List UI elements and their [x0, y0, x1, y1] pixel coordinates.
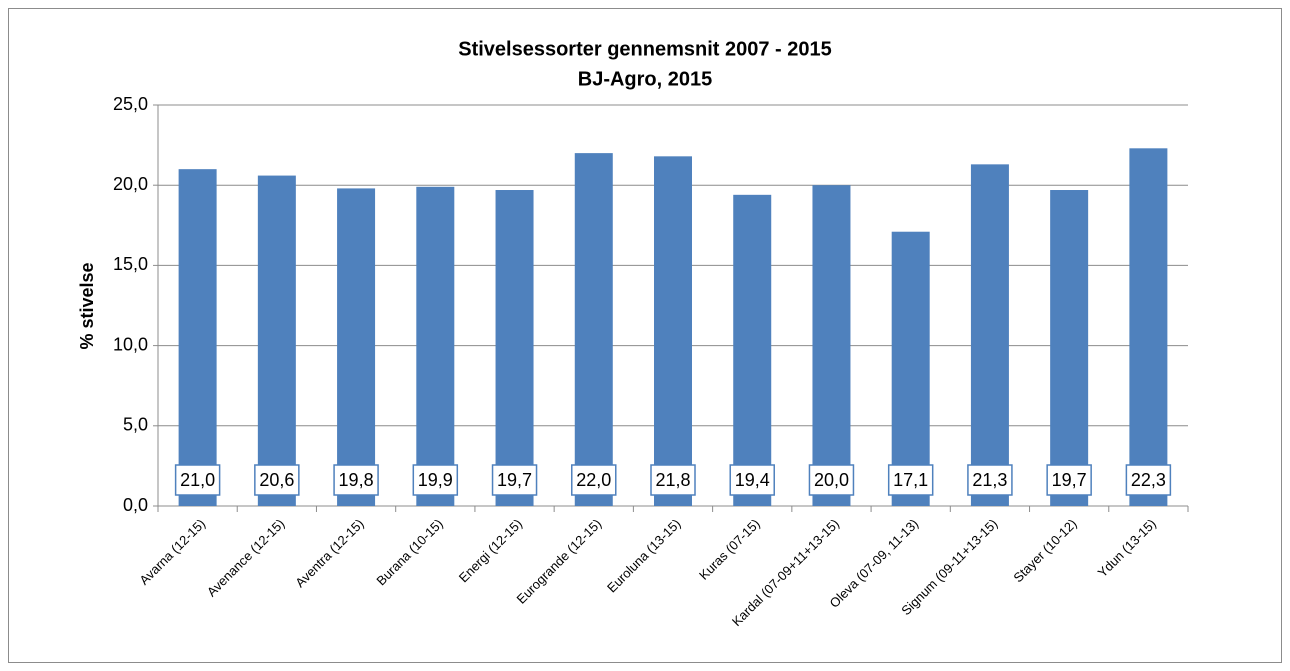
bar: [970, 164, 1009, 506]
bar: [1050, 190, 1089, 506]
value-label: 22,0: [576, 470, 611, 490]
y-tick-label: 15,0: [113, 254, 148, 274]
value-label: 19,9: [418, 470, 453, 490]
bar: [812, 185, 851, 506]
bar: [495, 190, 534, 506]
value-label: 22,3: [1131, 470, 1166, 490]
value-label: 21,0: [180, 470, 215, 490]
bar: [654, 156, 692, 506]
value-label: 19,8: [339, 470, 374, 490]
y-tick-label: 20,0: [113, 174, 148, 194]
value-label: 21,3: [972, 470, 1007, 490]
value-label: 19,7: [1052, 470, 1087, 490]
value-label-box: [571, 464, 617, 496]
value-label-box: [729, 464, 775, 496]
y-tick-label: 5,0: [123, 415, 148, 435]
value-label: 20,0: [814, 470, 849, 490]
value-label-box: [967, 464, 1013, 496]
value-label-box: [887, 464, 934, 496]
bar: [1129, 148, 1168, 507]
value-label-box: [491, 464, 538, 496]
value-label-box: [333, 464, 379, 496]
value-label: 17,1: [893, 470, 928, 490]
bar: [337, 188, 376, 506]
bar: [574, 153, 613, 506]
value-label-box: [650, 464, 696, 496]
value-label-box: [808, 464, 855, 496]
chart-title: Stivelsessorter gennemsnit 2007 - 2015: [458, 38, 832, 60]
value-label-box: [1046, 464, 1092, 496]
y-tick-label: 0,0: [123, 495, 148, 515]
value-label: 19,4: [735, 470, 770, 490]
value-label-box: [174, 464, 221, 496]
y-tick-label: 25,0: [113, 94, 148, 114]
value-label: 21,8: [655, 470, 690, 490]
value-label-box: [412, 464, 459, 496]
bar: [891, 231, 930, 506]
bar: [178, 169, 217, 506]
value-label-box: [1125, 464, 1172, 496]
bar: [257, 175, 296, 507]
bar: [416, 186, 455, 506]
bar: [733, 194, 772, 506]
y-axis-label: % stivelse: [77, 262, 97, 349]
value-label: 19,7: [497, 470, 532, 490]
value-label: 20,6: [259, 470, 294, 490]
y-tick-label: 10,0: [113, 334, 148, 354]
value-label-box: [254, 464, 300, 496]
chart-subtitle: BJ-Agro, 2015: [578, 68, 713, 90]
